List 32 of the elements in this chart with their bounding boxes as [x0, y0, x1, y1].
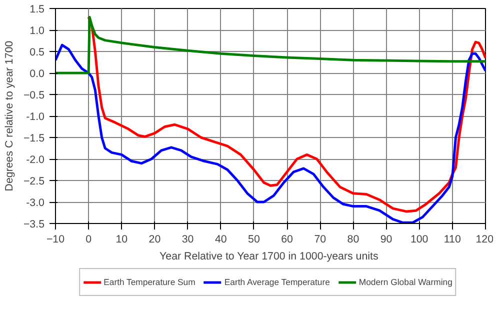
x-tick-label: 80	[347, 234, 360, 246]
legend-label: Earth Average Temperature	[224, 277, 330, 287]
x-tick-label: 0	[86, 234, 92, 246]
y-tick-label: 0.0	[30, 68, 45, 80]
x-tick-label: 70	[314, 234, 326, 246]
y-axis-title: Degrees C relative to year 1700	[3, 40, 16, 192]
line-series	[87, 16, 486, 213]
x-tick-label: 100	[410, 234, 428, 246]
y-tick-label: −1.5	[23, 132, 45, 144]
x-tick-label: 60	[281, 234, 294, 246]
x-tick-label: 110	[444, 234, 461, 246]
y-tick-label: -1.0	[26, 111, 45, 123]
x-tick-label: 20	[148, 234, 161, 246]
y-tick-label: 0.5	[30, 46, 45, 58]
x-tick-label: 30	[182, 234, 194, 246]
x-tick-label: 50	[248, 234, 260, 246]
legend-label: Modern Global Warming	[358, 277, 452, 287]
y-tick-label: 1.5	[30, 4, 45, 16]
x-tick-label: −10	[46, 234, 65, 246]
x-tick-label: 10	[116, 234, 128, 246]
y-tick-label: −0.5	[23, 90, 45, 102]
y-tick-label: -3.0	[26, 197, 45, 209]
x-tick-label: 40	[214, 234, 227, 246]
legend-label: Earth Temperature Sum	[104, 277, 196, 287]
line-series	[56, 16, 486, 74]
y-tick-label: −3.5	[23, 218, 45, 230]
x-tick-label: 90	[380, 234, 392, 246]
y-tick-label: -2.0	[26, 154, 45, 166]
y-tick-label: 1.0	[30, 25, 45, 37]
y-tick-label: −2.5	[23, 176, 45, 188]
x-tick-label: 120	[476, 234, 494, 246]
x-axis-title: Year Relative to Year 1700 in 1000-years units	[160, 250, 378, 262]
